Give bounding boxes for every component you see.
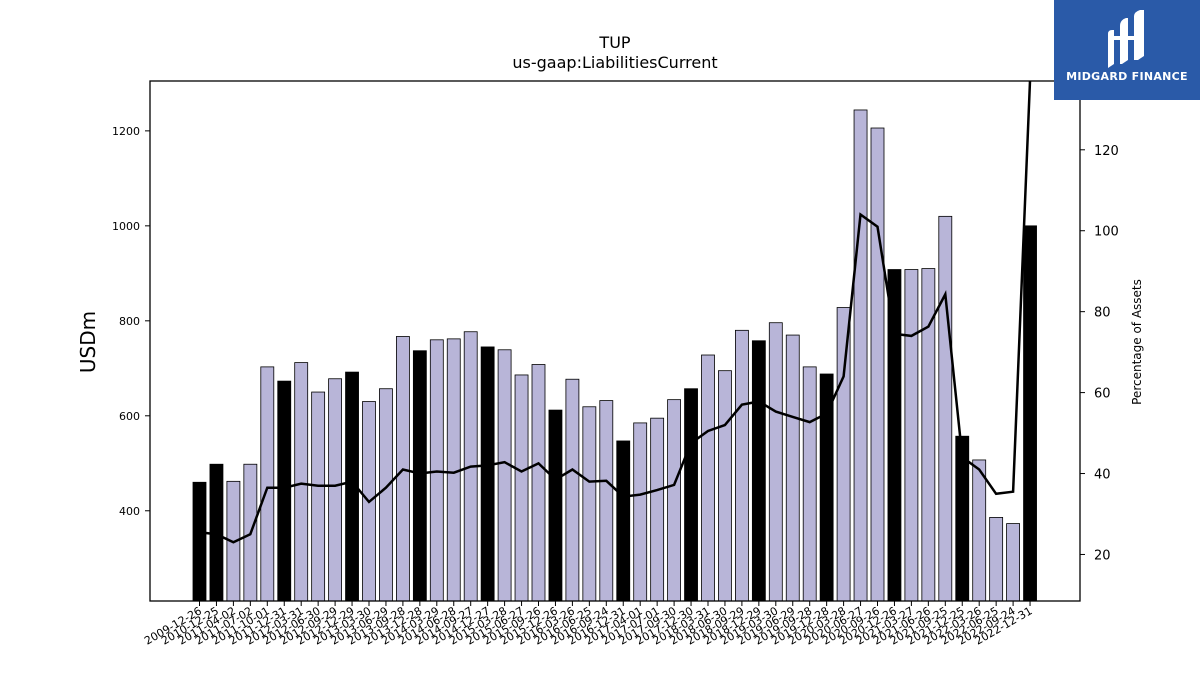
- midgard-finance-logo: MIDGARD FINANCE: [1054, 0, 1200, 100]
- y-tick-label: 400: [119, 505, 140, 518]
- y2-tick-label: 40: [1094, 468, 1111, 483]
- bar: [531, 364, 546, 602]
- axes: 40060080010001200204060801001202009-12-2…: [112, 80, 1119, 648]
- y2-tick-label: 80: [1094, 306, 1111, 321]
- bar: [785, 334, 800, 602]
- y2-tick-label: 100: [1094, 225, 1119, 240]
- y-axis-label: USDm: [76, 311, 100, 373]
- bar: [412, 350, 427, 602]
- y-tick-label: 1200: [112, 125, 140, 138]
- y2-tick-label: 20: [1094, 548, 1111, 563]
- bar: [751, 340, 766, 602]
- bar: [328, 378, 343, 602]
- bar: [548, 409, 563, 602]
- bar: [870, 127, 885, 602]
- chart-title: TUP: [598, 33, 630, 52]
- bar: [735, 329, 749, 602]
- bar: [497, 349, 512, 602]
- bar: [633, 422, 648, 602]
- bar: [819, 373, 834, 602]
- bar: [701, 354, 715, 602]
- bar: [718, 370, 732, 602]
- plot-frame: [149, 80, 1081, 602]
- bar: [1006, 523, 1020, 602]
- y2-tick-label: 120: [1094, 144, 1119, 159]
- bar: [972, 459, 987, 602]
- bar: [684, 388, 698, 602]
- logo-text: MIDGARD FINANCE: [1066, 70, 1188, 83]
- bar: [294, 362, 309, 602]
- bar: [514, 374, 529, 602]
- bar: [277, 380, 292, 602]
- bar: [192, 481, 207, 602]
- percentage-line: [199, 80, 1032, 544]
- percentage-line-series: [199, 80, 1032, 544]
- y-tick-label: 600: [119, 410, 140, 423]
- y-tick-label: 1000: [112, 220, 140, 233]
- bar: [802, 366, 817, 602]
- bar: [260, 366, 275, 602]
- bar: [887, 269, 902, 602]
- bar: [1023, 225, 1037, 602]
- y2-axis-label: Percentage of Assets: [1130, 279, 1144, 405]
- bar-series: [192, 109, 1037, 602]
- y-tick-label: 800: [119, 315, 140, 328]
- bar: [565, 378, 580, 602]
- bar: [599, 400, 614, 602]
- bar: [667, 399, 681, 602]
- y2-tick-label: 60: [1094, 387, 1111, 402]
- bar: [836, 307, 851, 602]
- midgard-logo-mark-icon: [1108, 10, 1144, 68]
- bar: [311, 391, 326, 602]
- bar: [853, 109, 868, 602]
- bar: [480, 346, 495, 602]
- bar: [582, 406, 597, 602]
- bar: [616, 440, 631, 602]
- chart-subtitle: us-gaap:LiabilitiesCurrent: [512, 53, 717, 72]
- bar: [938, 215, 953, 602]
- bar: [650, 417, 665, 602]
- bar: [904, 269, 919, 602]
- bar: [768, 322, 783, 602]
- bar: [989, 517, 1004, 602]
- bar: [379, 388, 393, 602]
